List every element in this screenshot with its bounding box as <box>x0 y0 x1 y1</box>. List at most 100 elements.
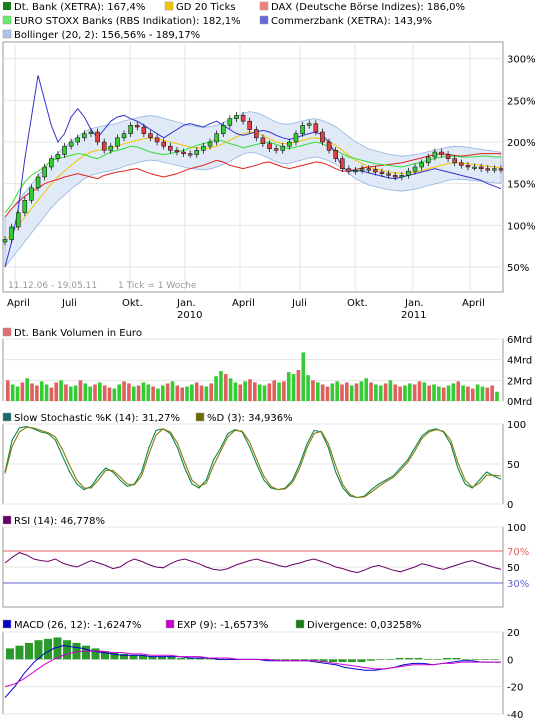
stoch-lines <box>4 425 502 499</box>
legend-commerzbank: Commerzbank (XETRA): 143,9% <box>271 16 432 27</box>
volume-bar <box>243 381 247 401</box>
legend-eurostoxx: EURO STOXX Banks (RBS Indikation): 182,1… <box>14 16 241 27</box>
divergence-bar <box>44 638 52 660</box>
y-tick-label: 100 <box>507 523 526 534</box>
divergence-bar <box>25 642 33 660</box>
divergence-bar <box>424 659 432 660</box>
divergence-bar <box>310 659 318 661</box>
volume-bar <box>427 385 431 401</box>
legend-swatch-eurostoxx <box>2 15 12 25</box>
y-tick-label: 100 <box>507 420 526 431</box>
candle-body <box>472 166 477 169</box>
series-line-3 <box>4 138 501 214</box>
legend-gd20: GD 20 Ticks <box>176 2 236 13</box>
candle-body <box>392 175 398 178</box>
x-month-label: Okt. <box>122 298 143 309</box>
candle-body <box>29 187 34 201</box>
x-month-label: Juli <box>61 298 77 309</box>
legend-swatch-gd20 <box>164 1 174 11</box>
series-line-4 <box>4 75 502 268</box>
volume-bar <box>219 371 223 401</box>
series-line-2 <box>4 153 501 218</box>
stoch-y-axis: 100 50 0 <box>507 420 526 511</box>
volume-bar <box>311 380 315 401</box>
bollinger-band <box>4 111 502 269</box>
candle-body <box>492 168 497 171</box>
exp-line <box>4 650 501 688</box>
volume-bar <box>253 382 257 401</box>
stoch-d-legend: %D (3): 34,936% <box>207 413 293 424</box>
candle-body <box>161 141 166 147</box>
volume-legend-swatch <box>2 327 12 337</box>
volume-bar <box>127 383 131 401</box>
divergence-bar <box>462 659 470 660</box>
volume-bar <box>441 387 446 401</box>
candle-body <box>35 176 41 189</box>
candle-body <box>439 151 444 155</box>
volume-bar <box>25 378 30 401</box>
volume-bar <box>437 386 441 401</box>
candle-body <box>135 125 140 128</box>
y-tick-label: 2Mrd <box>507 376 532 387</box>
volume-bar <box>151 386 155 401</box>
y-tick-label: 100% <box>507 221 536 232</box>
y-tick-label: 150% <box>507 180 536 191</box>
candle-body <box>340 158 345 169</box>
rsi-legend: RSI (14): 46,778% <box>14 516 105 527</box>
candle-body <box>194 150 200 155</box>
rsi-line <box>4 552 502 574</box>
volume-bar <box>180 387 184 401</box>
y-tick-label: 30% <box>507 579 529 590</box>
divergence-bar <box>319 659 328 663</box>
candle-body <box>82 133 87 139</box>
volume-bar <box>315 382 320 401</box>
candle-body <box>267 143 272 149</box>
volume-bar <box>209 383 214 401</box>
volume-bar <box>156 388 160 401</box>
divergence-bar <box>63 640 71 660</box>
y-tick-label: 6Mrd <box>507 335 532 346</box>
volume-bar <box>175 385 180 401</box>
candle-body <box>320 131 325 143</box>
volume-bar <box>325 386 330 401</box>
volume-bar <box>59 380 63 401</box>
divergence-bar <box>395 657 404 660</box>
divergence-bar <box>414 657 423 660</box>
volume-bar <box>228 378 233 401</box>
divergence-bar <box>386 659 394 660</box>
volume-bar <box>466 386 470 401</box>
volume-bar <box>15 386 20 401</box>
divergence-bar <box>329 659 337 663</box>
candle-body <box>313 123 319 133</box>
volume-bar <box>320 384 325 401</box>
volume-bar <box>122 381 126 401</box>
divergence-bar <box>443 657 451 660</box>
volume-bar <box>146 384 151 401</box>
legend-swatch-dax <box>259 1 269 11</box>
y-tick-label: 300% <box>507 55 536 66</box>
candle-body <box>406 170 411 176</box>
price-candles <box>2 112 504 246</box>
divergence-bar <box>91 648 100 660</box>
macd-y-axis: 20 0 -20 -40 <box>507 628 523 721</box>
volume-bar <box>257 384 262 401</box>
candle-body <box>220 125 226 134</box>
volume-bar <box>44 384 49 401</box>
divergence-bar <box>281 659 290 661</box>
volume-bar <box>461 385 465 401</box>
candle-body <box>445 154 451 159</box>
volume-bar <box>451 383 456 401</box>
x-year-2010: 2010 <box>177 310 202 321</box>
divergence-bar <box>471 659 480 660</box>
candle-body <box>459 162 464 166</box>
divergence-bar <box>348 659 356 663</box>
candle-body <box>326 141 332 151</box>
y-tick-label: 4Mrd <box>507 356 532 367</box>
volume-bar <box>112 388 117 401</box>
volume-bar <box>78 380 83 401</box>
volume-bar <box>10 384 15 401</box>
volume-bar <box>495 391 499 401</box>
price-lines <box>4 75 502 268</box>
candle-body <box>148 133 153 139</box>
volume-bar <box>422 382 427 401</box>
